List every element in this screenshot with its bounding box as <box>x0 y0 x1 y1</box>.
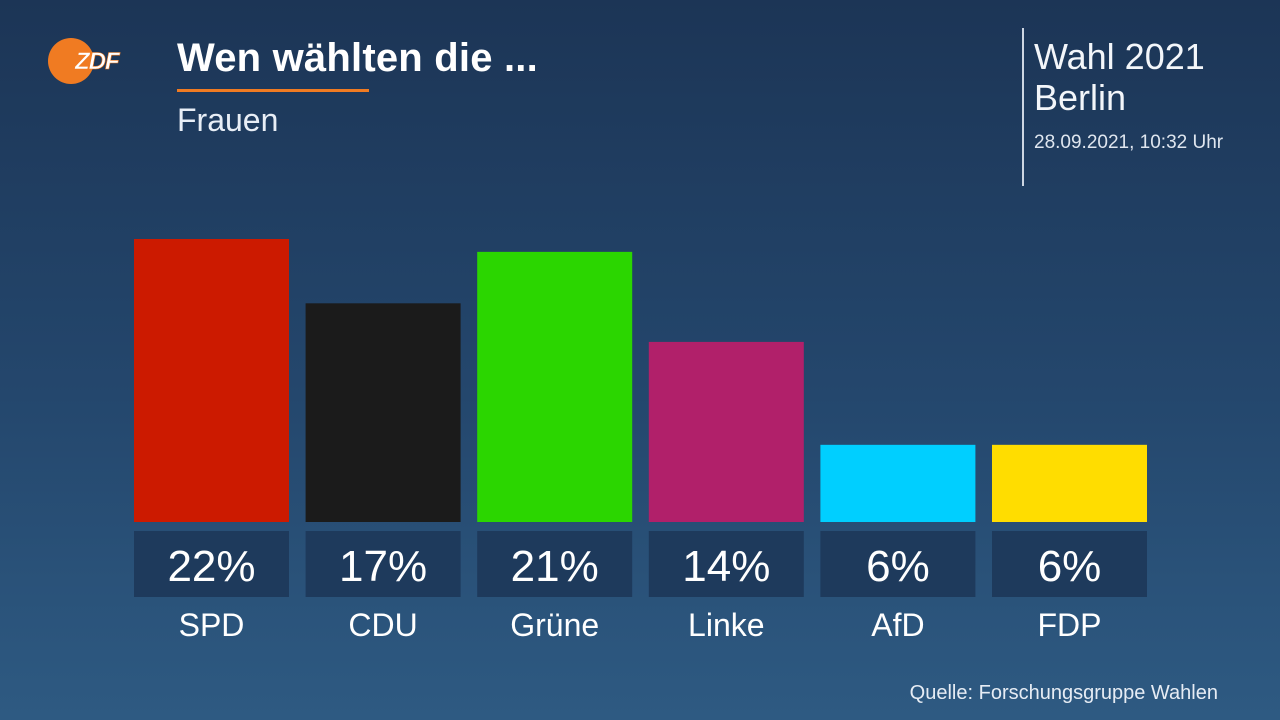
chart-title: Wen wählten die ... <box>177 36 538 80</box>
value-label-cdu: 17% <box>339 542 427 591</box>
bar-fdp <box>992 444 1147 522</box>
value-label-fdp: 6% <box>1038 542 1102 591</box>
zdf-logo-circle <box>48 38 94 84</box>
title-underline <box>177 89 369 92</box>
category-label-grune: Grüne <box>510 607 599 643</box>
bar-linke <box>648 341 804 522</box>
timestamp: 28.09.2021, 10:32 Uhr <box>1034 132 1224 153</box>
value-box-linke <box>648 531 804 597</box>
category-label-afd: AfD <box>871 607 924 643</box>
value-box-afd <box>820 531 976 597</box>
value-box-cdu <box>305 531 461 597</box>
value-label-grune: 21% <box>511 542 599 591</box>
value-label-linke: 14% <box>682 542 770 591</box>
source-note: Quelle: Forschungsgruppe Wahlen <box>909 682 1218 704</box>
election-name: Wahl 2021 <box>1034 36 1205 77</box>
value-box-grune <box>477 531 633 597</box>
bar-grune <box>477 251 633 522</box>
election-region: Berlin <box>1034 77 1127 118</box>
header-divider <box>1022 28 1024 186</box>
value-box-fdp <box>992 531 1147 597</box>
chart-subtitle: Frauen <box>177 102 279 138</box>
category-label-fdp: FDP <box>1038 607 1102 643</box>
zdf-logo-text: ZDF <box>74 48 121 75</box>
value-box-spd <box>134 531 289 597</box>
value-label-afd: 6% <box>866 542 930 591</box>
category-label-spd: SPD <box>179 607 245 643</box>
category-label-linke: Linke <box>688 607 765 643</box>
category-label-cdu: CDU <box>348 607 417 643</box>
bar-cdu <box>305 303 461 522</box>
value-label-spd: 22% <box>167 542 255 591</box>
zdf-logo: ZDF <box>48 38 122 84</box>
bar-spd <box>134 239 289 522</box>
bar-afd <box>820 444 976 522</box>
